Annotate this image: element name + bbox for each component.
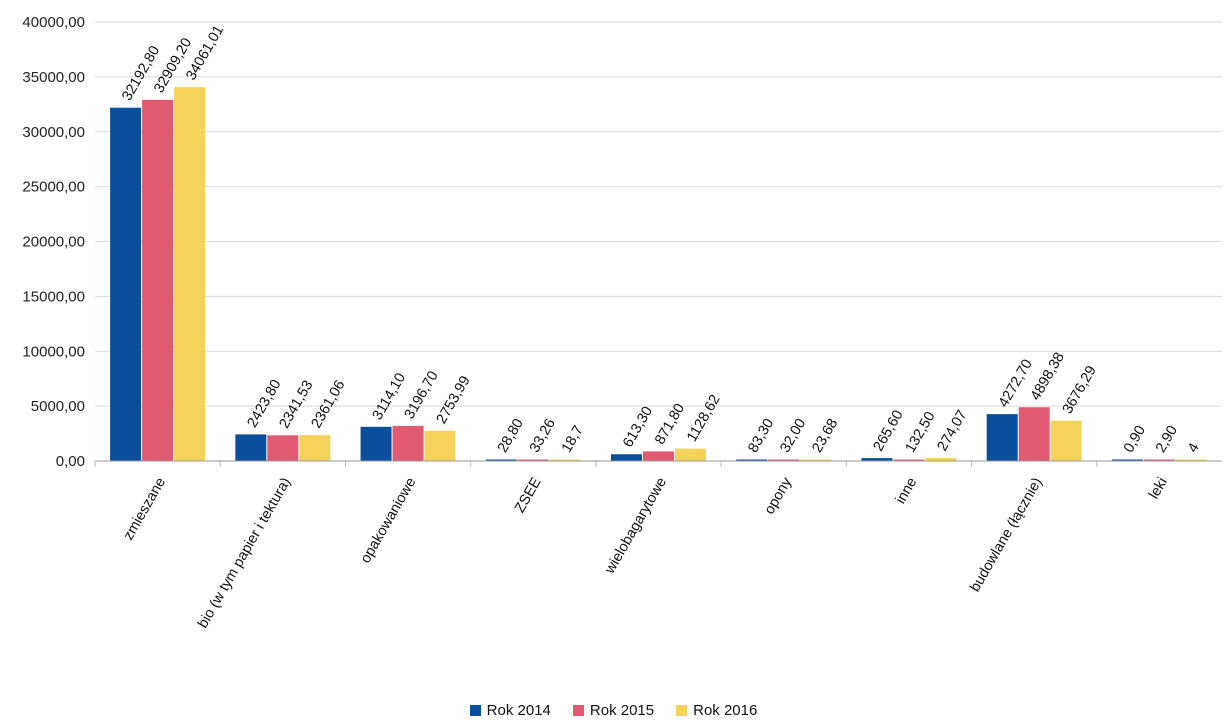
bar (925, 457, 957, 461)
bar (142, 99, 174, 461)
bar (174, 87, 206, 461)
bar (360, 426, 392, 461)
y-tick-label: 25000,00 (22, 179, 85, 196)
data-label: 34061,01 (183, 23, 227, 83)
category-label: leki (1146, 475, 1171, 502)
data-label: 83,30 (745, 416, 777, 455)
bar (768, 459, 800, 461)
data-label: 2753,99 (434, 373, 474, 426)
bar (611, 454, 642, 461)
y-tick-label: 10000,00 (22, 343, 85, 360)
bar (1018, 407, 1050, 461)
data-label: 32192,80 (119, 43, 163, 103)
category-label: bio (w tym papier i tektura) (195, 475, 294, 631)
bar (893, 459, 925, 461)
y-tick-label: 5000,00 (31, 398, 85, 415)
legend-swatch (676, 705, 688, 716)
data-label: 32,00 (777, 416, 809, 455)
y-tick-label: 15000,00 (22, 288, 85, 305)
y-tick-label: 20000,00 (22, 234, 85, 251)
legend-item: Rok 2015 (572, 702, 655, 719)
category-label: wielobagarytowe (602, 475, 670, 577)
legend-label: Rok 2015 (589, 702, 655, 719)
bar (485, 459, 517, 461)
category-label: inne (893, 475, 921, 507)
data-label: 4 (1185, 441, 1203, 456)
bar (424, 430, 456, 461)
category-label: ZSEE (512, 475, 545, 516)
data-label: 1128,62 (684, 392, 724, 444)
y-tick-label: 30000,00 (22, 124, 85, 141)
data-label: 4272,70 (996, 357, 1036, 410)
legend: Rok 2014 Rok 2015 Rok 2016 (0, 702, 1227, 719)
bar (392, 425, 424, 461)
bar (986, 414, 1018, 461)
y-tick-label: 40000,00 (22, 14, 85, 31)
category-label: opakowaniowe (358, 475, 420, 566)
y-tick-label: 0,00 (56, 453, 85, 470)
category-label: opony (762, 474, 796, 517)
data-label: 132,50 (903, 409, 939, 455)
data-label: 613,30 (620, 404, 656, 450)
bar (1111, 459, 1143, 461)
data-label: 4898,38 (1028, 350, 1068, 403)
data-label: 274,07 (935, 408, 971, 454)
bar (517, 459, 549, 461)
data-label: 871,80 (652, 401, 688, 447)
data-label: 265,60 (871, 408, 907, 454)
data-label: 0,90 (1121, 423, 1149, 455)
bar (800, 459, 832, 461)
legend-item: Rok 2016 (676, 702, 757, 719)
bar (675, 448, 706, 461)
legend-swatch (572, 705, 584, 716)
category-label: zmieszane (121, 475, 170, 543)
bar (549, 459, 581, 461)
data-label: 2,90 (1153, 423, 1181, 455)
legend-swatch (469, 705, 481, 716)
bar (267, 435, 299, 461)
data-label: 28,80 (495, 416, 527, 455)
bar (736, 459, 768, 461)
y-tick-label: 35000,00 (22, 69, 85, 86)
bar (861, 458, 893, 461)
bar (299, 435, 331, 461)
category-label: budowlane (łącznie) (967, 475, 1045, 595)
bar (1175, 459, 1207, 461)
bar-chart-svg: 0,00 5000,00 10000,00 15000,00 20000,00 25000… (22, 14, 1222, 631)
bar (1143, 459, 1175, 461)
data-label: 33,26 (527, 416, 559, 455)
data-label: 18,7 (559, 423, 587, 455)
legend-item: Rok 2014 (469, 702, 551, 719)
legend-label: Rok 2014 (486, 702, 551, 719)
data-label: 3676,29 (1060, 363, 1100, 416)
data-label: 23,68 (809, 416, 841, 455)
legend-label: Rok 2016 (693, 702, 758, 719)
bar (235, 434, 267, 461)
bar (643, 451, 674, 461)
bar (1050, 420, 1082, 461)
bar (110, 107, 142, 461)
